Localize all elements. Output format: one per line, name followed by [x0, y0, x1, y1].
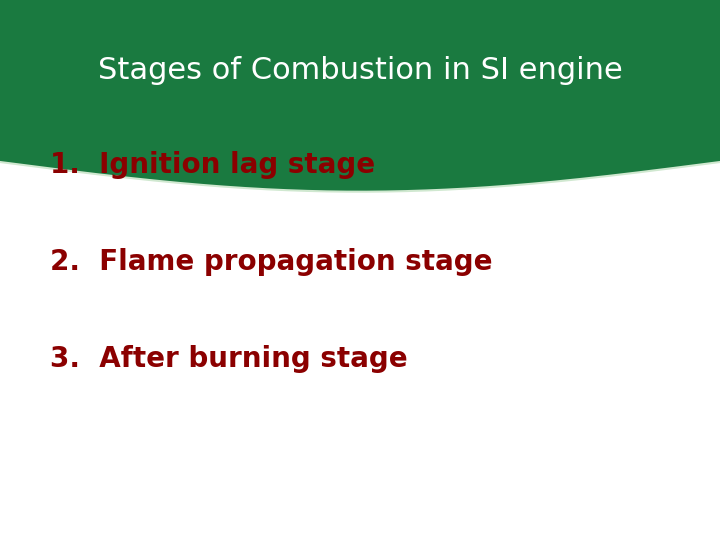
Text: 3.  After burning stage: 3. After burning stage [50, 345, 408, 373]
Text: Stages of Combustion in SI engine: Stages of Combustion in SI engine [98, 56, 622, 85]
Polygon shape [0, 0, 720, 192]
Text: 1.  Ignition lag stage: 1. Ignition lag stage [50, 151, 376, 179]
Text: 2.  Flame propagation stage: 2. Flame propagation stage [50, 248, 493, 276]
